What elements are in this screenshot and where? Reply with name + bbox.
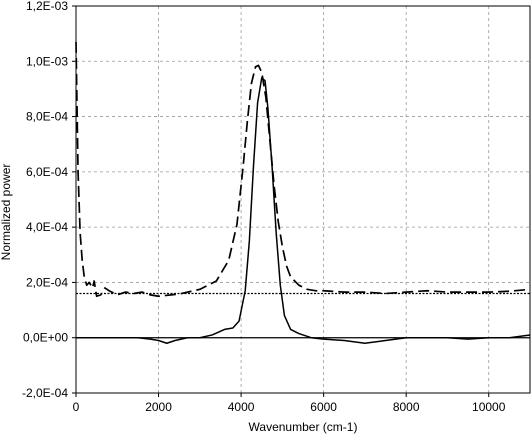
x-tick-label: 6000 xyxy=(310,400,337,414)
y-tick-label: 4,0E-04 xyxy=(26,220,68,234)
x-tick-label: 8000 xyxy=(393,400,420,414)
x-tick-label: 2000 xyxy=(145,400,172,414)
y-tick-label: 2,0E-04 xyxy=(26,275,68,289)
plot-frame xyxy=(75,5,531,394)
x-axis-label: Wavenumber (cm-1) xyxy=(249,420,358,434)
y-tick-label: -2,0E-04 xyxy=(22,386,68,400)
series-dashed-line xyxy=(75,41,531,298)
y-tick-labels: -2,0E-04 0,0E+00 2,0E-04 4,0E-04 6,0E-04 8,0E… xyxy=(22,0,68,400)
y-tick-label: 8,0E-04 xyxy=(26,110,68,124)
y-axis-label: Normalized power xyxy=(0,164,13,261)
series-solid-line xyxy=(76,77,531,344)
series-group xyxy=(75,41,531,344)
axes xyxy=(72,5,531,397)
x-tick-label: 10000 xyxy=(472,400,506,414)
x-tick-label: 4000 xyxy=(228,400,255,414)
x-tick-label: 0 xyxy=(73,400,80,414)
y-tick-label: 1,2E-03 xyxy=(26,0,68,13)
y-tick-label: 6,0E-04 xyxy=(26,165,68,179)
y-tick-label: 1,0E-03 xyxy=(26,54,68,68)
x-tick-labels: 0 2000 4000 6000 8000 10000 xyxy=(73,400,506,414)
y-tick-label: 0,0E+00 xyxy=(23,331,68,345)
